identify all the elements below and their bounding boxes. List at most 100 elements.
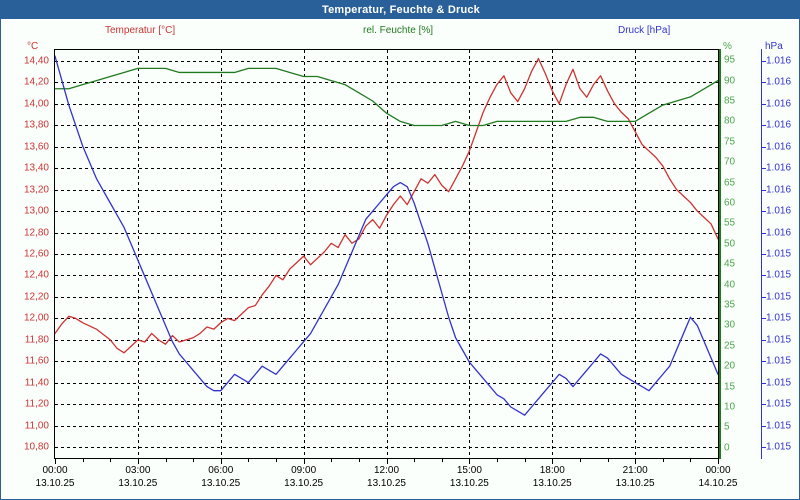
left-axis-tick-label: 14,20 [23, 76, 49, 88]
far-right-axis-tick-label: 1.016 [766, 76, 792, 88]
far-right-axis-tick [762, 232, 766, 234]
far-right-axis-tick-label: 1.016 [766, 205, 792, 217]
left-axis-tick-label: 13,80 [23, 119, 49, 131]
far-right-axis-tick-label: 1.015 [766, 441, 792, 453]
window-titlebar: Temperatur, Feuchte & Druck [1, 1, 800, 19]
far-right-axis-tick [762, 361, 766, 363]
far-right-axis-tick-label: 1.015 [766, 377, 792, 389]
left-axis-tick-label: 12,00 [23, 312, 49, 324]
far-right-axis-line [761, 49, 762, 459]
window-title: Temperatur, Feuchte & Druck [321, 4, 480, 16]
right-axis-tick-label: 60 [724, 197, 736, 209]
far-right-axis-tick [762, 425, 766, 427]
x-axis-tick-label: 00:00 14.10.25 [699, 465, 738, 489]
left-axis-tick-label: 13,20 [23, 184, 49, 196]
x-axis-time: 00:00 [42, 465, 68, 476]
right-axis-tick-label: 75 [724, 136, 736, 148]
x-axis-tick [718, 459, 719, 464]
far-right-axis-tick [762, 275, 766, 277]
x-axis-tick [55, 459, 56, 464]
right-axis-tick-label: 70 [724, 156, 736, 168]
far-right-axis-tick [762, 168, 766, 170]
far-right-axis-unit: hPa [765, 41, 783, 52]
left-axis-tick-label: 13,60 [23, 141, 49, 153]
right-axis-tick-label: 90 [724, 75, 736, 87]
right-axis-tick-label: 85 [724, 95, 736, 107]
series-line [55, 55, 718, 416]
right-axis-line [719, 49, 721, 459]
right-axis-tick-label: 80 [724, 115, 736, 127]
x-axis-tick [110, 459, 112, 462]
x-axis-tick [607, 459, 609, 462]
x-axis-time: 21:00 [622, 465, 648, 476]
plot-area [54, 49, 719, 459]
far-right-axis-tick-label: 1.016 [766, 162, 792, 174]
left-axis-tick-label: 13,00 [23, 205, 49, 217]
x-axis-tick [331, 459, 333, 462]
x-axis-tick-label: 15:00 13.10.25 [450, 465, 489, 489]
x-axis-tick [386, 459, 388, 464]
left-axis-tick-label: 11,60 [24, 355, 49, 367]
far-right-axis-tick [762, 60, 766, 62]
x-axis-tick [441, 459, 443, 462]
x-axis-date: 13.10.25 [449, 478, 489, 489]
far-right-axis-tick [762, 189, 766, 191]
far-right-axis-tick-label: 1.016 [766, 141, 792, 153]
right-axis-unit: % [723, 41, 732, 52]
x-axis-tick [82, 459, 84, 462]
series-line [55, 67, 718, 127]
right-axis-tick-label: 0 [724, 442, 730, 454]
x-axis-tick [579, 459, 581, 462]
plot-svg [55, 50, 718, 458]
x-axis-tick-label: 12:00 13.10.25 [367, 465, 406, 489]
far-right-axis-tick [762, 339, 766, 341]
left-axis-tick-label: 10,80 [23, 441, 49, 453]
series-line [55, 57, 718, 354]
far-right-axis-tick [762, 125, 766, 127]
x-axis-time: 06:00 [208, 465, 234, 476]
x-axis-tick-label: 03:00 13.10.25 [118, 465, 157, 489]
right-axis-tick-label: 45 [724, 258, 736, 270]
x-axis-tick-label: 21:00 13.10.25 [616, 465, 655, 489]
right-axis-tick-label: 40 [724, 279, 736, 291]
far-right-axis-tick [762, 382, 766, 384]
x-axis-tick-label: 09:00 13.10.25 [284, 465, 323, 489]
x-axis-time: 15:00 [456, 465, 482, 476]
far-right-axis-tick-label: 1.015 [766, 312, 792, 324]
far-right-axis-tick [762, 404, 766, 406]
x-axis-tick [497, 459, 498, 462]
x-axis-time: 03:00 [125, 465, 151, 476]
legend-temperature: Temperatur [°C] [105, 25, 176, 36]
far-right-axis-tick-label: 1.015 [766, 269, 792, 281]
right-axis-tick-label: 30 [724, 319, 736, 331]
x-axis-date: 13.10.25 [532, 478, 572, 489]
x-axis-tick [137, 459, 139, 464]
right-axis-tick-label: 25 [724, 340, 736, 352]
right-axis-tick-label: 20 [724, 360, 736, 372]
far-right-axis-tick [762, 82, 766, 84]
x-axis-time: 09:00 [291, 465, 317, 476]
far-right-axis-tick [762, 146, 766, 148]
left-axis-tick-label: 12,60 [23, 248, 49, 260]
far-right-axis-tick [762, 318, 766, 320]
x-axis-tick [220, 459, 222, 464]
far-right-axis-tick [762, 103, 766, 105]
left-axis-tick-label: 14,00 [23, 98, 49, 110]
left-axis-tick-label: 11,20 [24, 398, 49, 410]
far-right-axis-tick [762, 447, 766, 449]
x-axis-tick [469, 459, 471, 464]
x-axis-tick [358, 459, 360, 462]
x-axis-time: 18:00 [539, 465, 565, 476]
x-axis-tick [193, 459, 195, 462]
far-right-axis-tick [762, 296, 766, 298]
far-right-axis-tick [762, 254, 766, 255]
x-axis-date: 13.10.25 [118, 478, 158, 489]
legend-pressure: Druck [hPa] [618, 25, 671, 36]
far-right-axis-tick-label: 1.015 [766, 355, 792, 367]
far-right-axis-tick-label: 1.016 [766, 98, 792, 110]
right-axis-tick-label: 15 [724, 381, 736, 393]
far-right-axis-tick-label: 1.015 [766, 291, 792, 303]
right-axis-tick-label: 95 [724, 54, 736, 66]
x-axis-tick-label: 00:00 13.10.25 [36, 465, 75, 489]
